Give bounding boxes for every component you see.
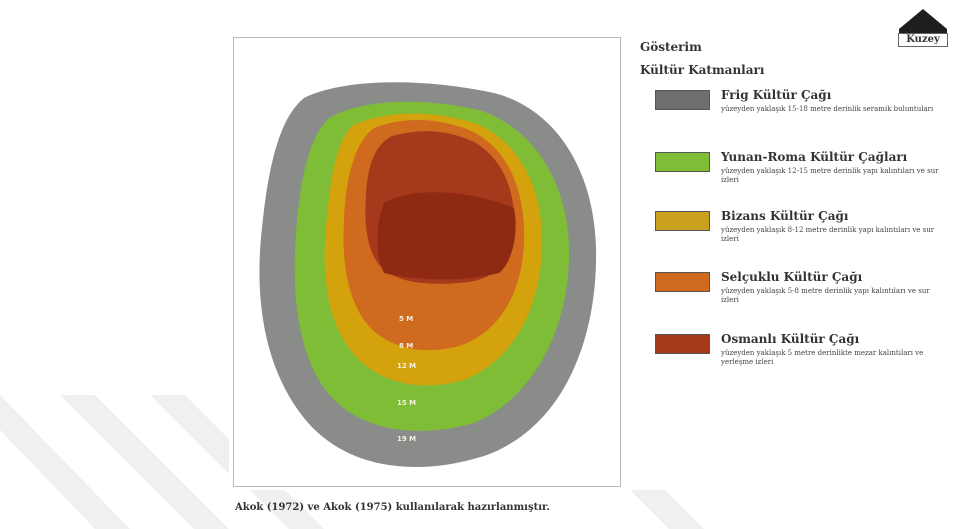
mound-map: 5 M 8 M 12 M 15 M 19 M: [233, 37, 621, 487]
depth-label: 19 M: [397, 435, 417, 443]
osmanli-dark-core: [377, 192, 516, 280]
legend-item-description: yüzeyden yaklaşık 15-18 metre derinlik s…: [721, 105, 934, 113]
legend-item-title: Yunan-Roma Kültür Çağları: [721, 150, 908, 164]
legend-swatch: [655, 334, 710, 354]
legend-item-title: Bizans Kültür Çağı: [721, 209, 849, 223]
legend-item-title: Selçuklu Kültür Çağı: [721, 270, 863, 284]
legend-swatch: [655, 90, 710, 110]
legend-item-description: yüzeyden yaklaşık 5-8 metre derinlik yap…: [721, 287, 930, 304]
depth-label: 5 M: [399, 315, 414, 323]
depth-label: 8 M: [399, 342, 414, 350]
legend-item-bizans: Bizans Kültür Çağı yüzeyden yaklaşık 8-1…: [655, 209, 950, 259]
north-arrow-icon: [898, 7, 948, 33]
legend-swatch: [655, 211, 710, 231]
legend-swatch: [655, 152, 710, 172]
legend-item-description: yüzeyden yaklaşık 8-12 metre derinlik ya…: [721, 226, 935, 243]
legend-item-yunan-roma: Yunan-Roma Kültür Çağları yüzeyden yakla…: [655, 150, 950, 200]
legend-item-osmanli: Osmanlı Kültür Çağı yüzeyden yaklaşık 5 …: [655, 332, 950, 382]
north-label: Kuzey: [898, 33, 948, 47]
legend-item-description: yüzeyden yaklaşık 5 metre derinlikte mez…: [721, 349, 924, 366]
legend-item-title: Osmanlı Kültür Çağı: [721, 332, 860, 346]
legend-item-frig: Frig Kültür Çağı yüzeyden yaklaşık 15-18…: [655, 88, 950, 138]
legend-swatch: [655, 272, 710, 292]
legend-title: Gösterim: [640, 40, 702, 54]
mound-layers-drawing: [259, 82, 597, 468]
depth-label: 12 M: [397, 362, 417, 370]
source-caption: Akok (1972) ve Akok (1975) kullanılarak …: [235, 502, 550, 513]
legend-item-title: Frig Kültür Çağı: [721, 88, 832, 102]
legend-subtitle: Kültür Katmanları: [640, 63, 765, 77]
legend-item-description: yüzeyden yaklaşık 12-15 metre derinlik y…: [721, 167, 939, 184]
legend-item-selcuklu: Selçuklu Kültür Çağı yüzeyden yaklaşık 5…: [655, 270, 950, 320]
depth-label: 15 M: [397, 399, 417, 407]
